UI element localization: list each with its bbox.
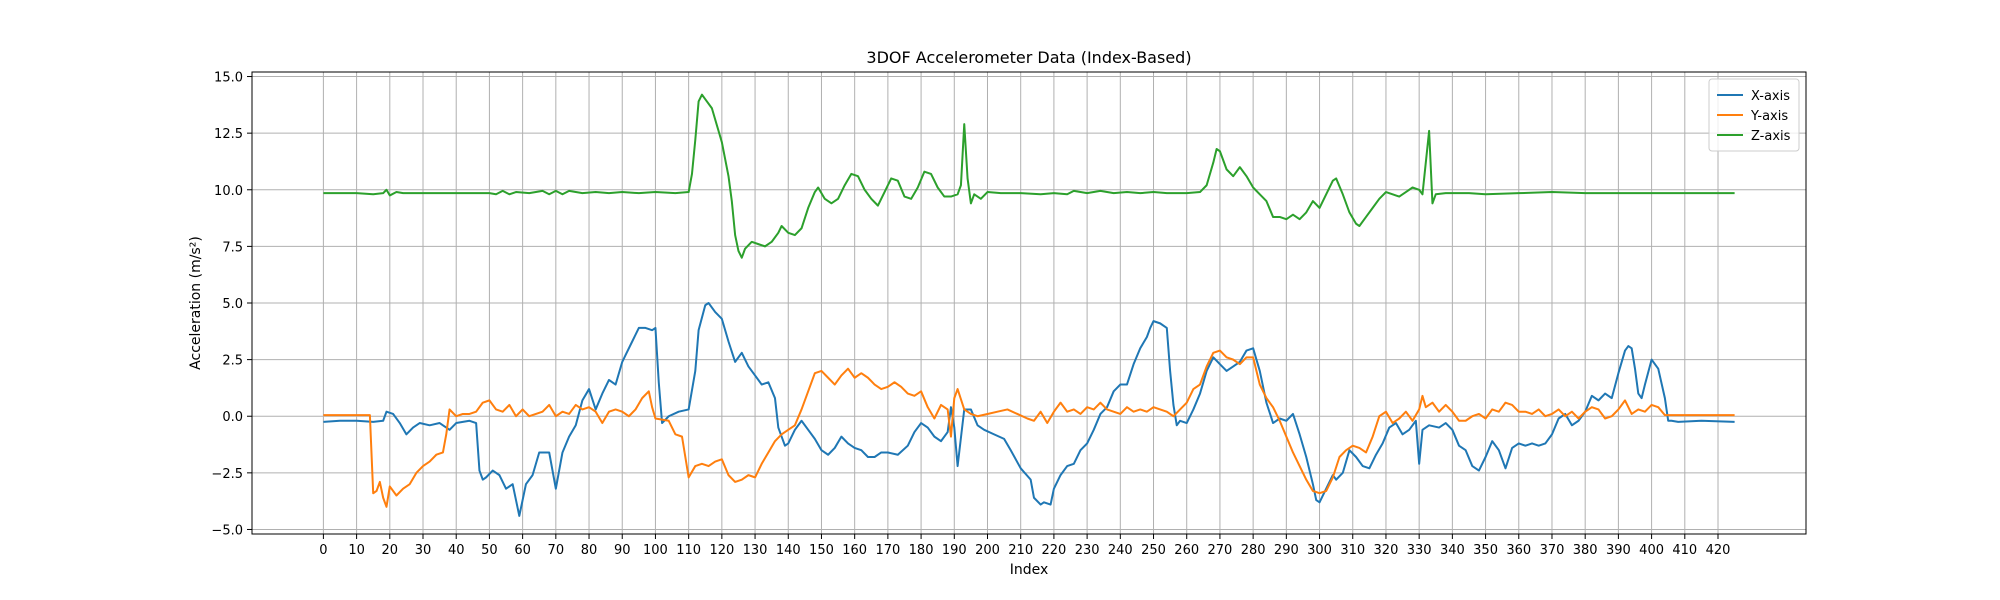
x-tick-label: 240: [1108, 543, 1133, 558]
x-tick-label: 190: [942, 543, 967, 558]
x-tick-label: 390: [1606, 543, 1631, 558]
x-tick-label: 30: [415, 543, 432, 558]
series-line-z-axis: [323, 93, 1735, 259]
x-tick-label: 340: [1440, 543, 1465, 558]
x-tick-label: 250: [1141, 543, 1166, 558]
y-tick-label: −5.0: [211, 523, 243, 538]
series-line-y-axis: [323, 349, 1735, 508]
x-tick-label: 260: [1174, 543, 1199, 558]
x-tick-label: 0: [319, 543, 327, 558]
x-tick-label: 200: [975, 543, 1000, 558]
x-tick-label: 170: [875, 543, 900, 558]
legend-label-z-axis: Z-axis: [1751, 129, 1791, 144]
legend-label-y-axis: Y-axis: [1750, 109, 1788, 124]
x-tick-label: 130: [743, 543, 768, 558]
y-axis-label: Acceleration (m/s²): [188, 236, 204, 370]
x-tick-label: 150: [809, 543, 834, 558]
x-tick-label: 320: [1374, 543, 1399, 558]
legend: X-axis Y-axis Z-axis: [1708, 78, 1800, 152]
x-tick-label: 80: [581, 543, 598, 558]
y-tick-label: −2.5: [211, 467, 243, 482]
x-tick-label: 400: [1639, 543, 1664, 558]
x-tick-label: 300: [1307, 543, 1332, 558]
x-tick-label: 100: [643, 543, 668, 558]
y-tick-label: 10.0: [214, 184, 243, 199]
chart-title: 3DOF Accelerometer Data (Index-Based): [866, 48, 1191, 67]
x-tick-label: 370: [1540, 543, 1565, 558]
x-tick-label: 140: [776, 543, 801, 558]
x-tick-label: 270: [1208, 543, 1233, 558]
x-tick-label: 280: [1241, 543, 1266, 558]
x-tick-label: 220: [1041, 543, 1066, 558]
legend-box: [1708, 78, 1800, 152]
x-tick-label: 290: [1274, 543, 1299, 558]
x-tick-label: 410: [1672, 543, 1697, 558]
x-tick-label: 210: [1008, 543, 1033, 558]
x-tick-label: 40: [448, 543, 465, 558]
x-tick-label: 350: [1473, 543, 1498, 558]
x-tick-label: 110: [676, 543, 701, 558]
grid-lines: [252, 72, 1806, 534]
x-tick-label: 330: [1407, 543, 1432, 558]
x-tick-label: 20: [382, 543, 399, 558]
series-lines: [323, 93, 1735, 517]
x-tick-label: 120: [709, 543, 734, 558]
x-tick-label: 180: [909, 543, 934, 558]
y-axis-ticks: −5.0 −2.5 0.0 2.5 5.0 7.5 10.0 12.5 15.0: [211, 71, 252, 538]
x-axis-label: Index: [1010, 562, 1049, 578]
legend-label-x-axis: X-axis: [1751, 89, 1790, 104]
series-line-x-axis: [323, 302, 1735, 517]
x-tick-label: 10: [348, 543, 365, 558]
x-tick-label: 70: [548, 543, 565, 558]
y-tick-label: 15.0: [214, 71, 243, 86]
y-tick-label: 2.5: [222, 354, 243, 369]
x-tick-label: 90: [614, 543, 631, 558]
y-tick-label: 5.0: [222, 297, 243, 312]
x-tick-label: 50: [481, 543, 498, 558]
y-tick-label: 12.5: [214, 127, 243, 142]
x-tick-label: 230: [1075, 543, 1100, 558]
x-axis-ticks: 0 10 20 30 40 50 60 70 80 90 100 110 120 130 140 150 160…: [319, 534, 1730, 558]
x-tick-label: 60: [514, 543, 531, 558]
x-tick-label: 380: [1573, 543, 1598, 558]
x-tick-label: 310: [1340, 543, 1365, 558]
y-tick-label: 0.0: [222, 410, 243, 425]
x-tick-label: 420: [1706, 543, 1731, 558]
x-tick-label: 160: [842, 543, 867, 558]
x-tick-label: 360: [1506, 543, 1531, 558]
y-tick-label: 7.5: [222, 240, 243, 255]
